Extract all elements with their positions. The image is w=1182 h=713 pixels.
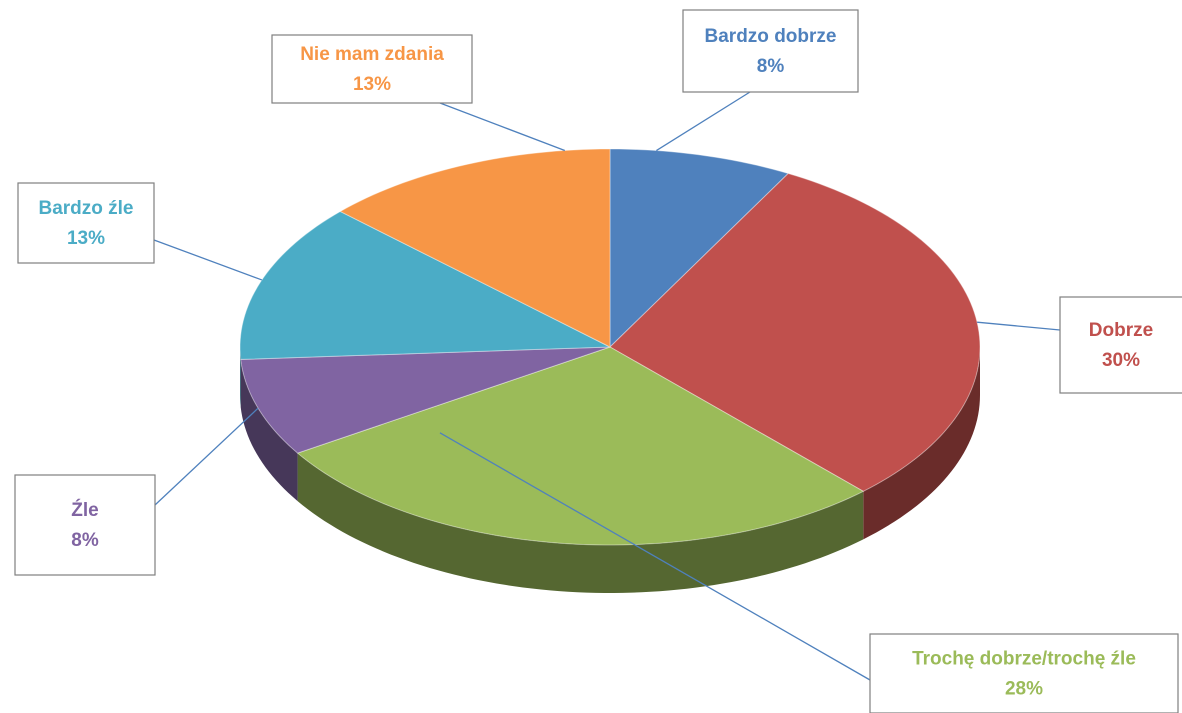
label-box: [682, 9, 859, 93]
category-label: Trochę dobrze/trochę źle: [912, 649, 1136, 670]
slice: [296, 346, 865, 546]
slice: [609, 148, 790, 349]
slice: [609, 172, 981, 492]
value-label: 30%: [1102, 350, 1140, 371]
leader-line: [153, 239, 263, 281]
value-label: 13%: [353, 74, 391, 95]
value-label: 8%: [757, 56, 785, 77]
slice: [240, 346, 611, 454]
slice-side: [297, 453, 864, 593]
category-label: Źle: [71, 499, 98, 521]
label-box: [14, 474, 156, 576]
category-label: Bardzo źle: [38, 198, 133, 219]
leader-line: [977, 321, 1061, 331]
value-label: 8%: [71, 530, 99, 551]
slice-side: [240, 359, 298, 502]
leader-line: [439, 432, 871, 681]
slice: [339, 148, 611, 348]
category-label: Nie mam zdania: [300, 44, 444, 65]
category-label: Bardzo dobrze: [705, 26, 837, 47]
value-label: 13%: [67, 228, 105, 249]
slice-side: [240, 347, 241, 408]
label-box: [869, 633, 1179, 713]
leader-line: [656, 91, 751, 152]
slice-side: [863, 347, 980, 540]
label-box: [271, 34, 473, 104]
leader-line: [439, 102, 566, 152]
label-box: [17, 182, 155, 264]
category-label: Dobrze: [1089, 320, 1153, 341]
value-label: 28%: [1005, 679, 1043, 700]
label-box: [1059, 296, 1182, 394]
slice: [239, 210, 611, 360]
leader-line: [154, 407, 259, 506]
